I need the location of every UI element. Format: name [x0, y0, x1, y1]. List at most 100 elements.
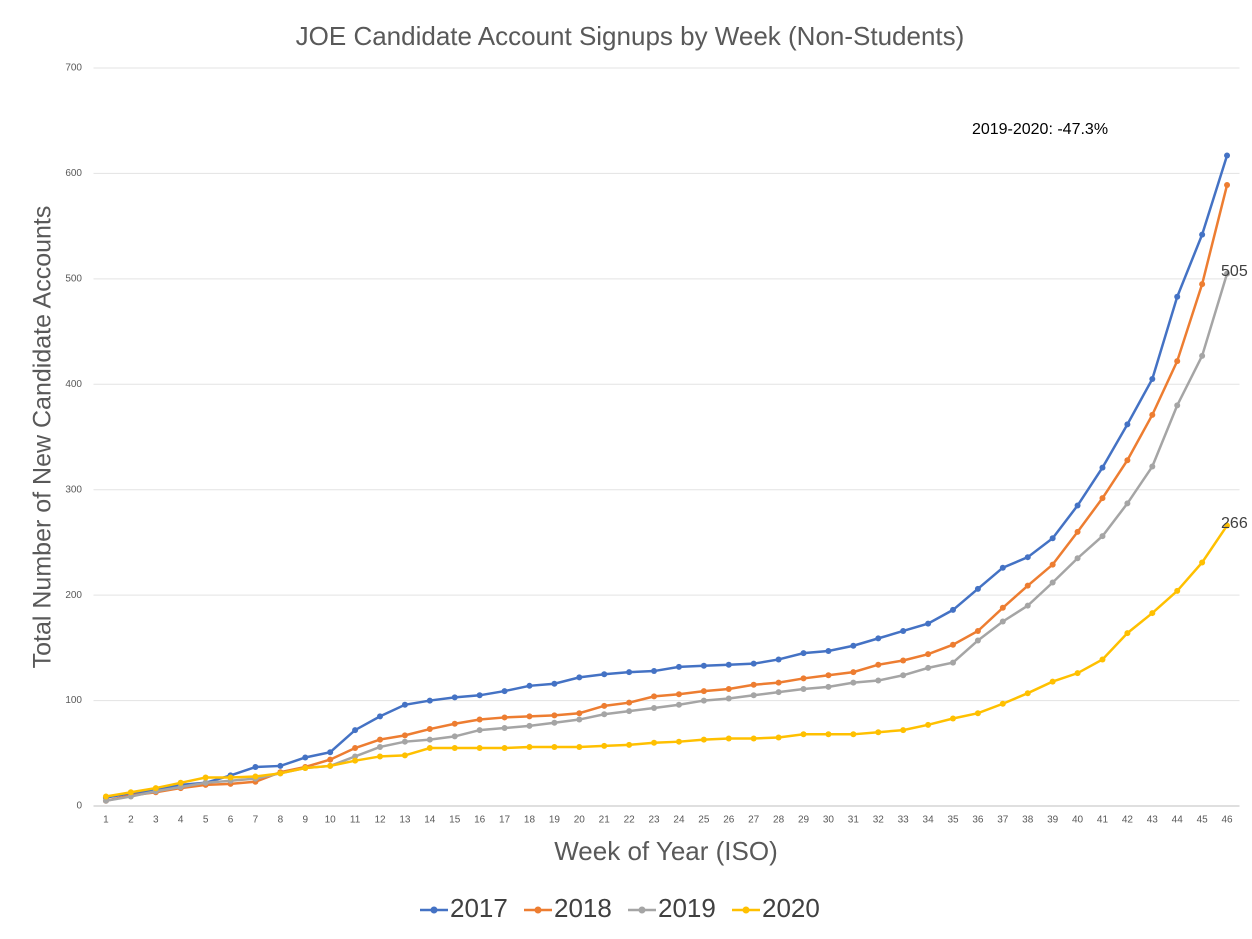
- data-point: [576, 716, 583, 723]
- data-point: [501, 714, 508, 721]
- data-point: [1224, 522, 1231, 529]
- data-point: [102, 797, 109, 804]
- data-point: [675, 663, 682, 670]
- x-tick-label: 22: [624, 815, 636, 826]
- x-tick-label: 45: [1197, 815, 1209, 826]
- x-tick-label: 25: [698, 815, 710, 826]
- legend-label: 2019: [658, 893, 716, 923]
- annotation: 2019-2020: -47.3%: [972, 121, 1108, 138]
- x-tick-label: 43: [1147, 815, 1159, 826]
- data-point: [675, 691, 682, 698]
- data-point: [700, 688, 707, 695]
- data-point: [974, 627, 981, 634]
- data-point: [875, 635, 882, 642]
- data-point: [651, 693, 658, 700]
- data-point: [202, 779, 209, 786]
- data-point: [1199, 281, 1206, 288]
- data-point: [426, 745, 433, 752]
- data-point: [1124, 421, 1131, 428]
- data-point: [725, 735, 732, 742]
- data-point: [1174, 587, 1181, 594]
- data-point: [651, 668, 658, 675]
- data-point: [601, 671, 608, 678]
- data-point: [1224, 182, 1231, 189]
- x-tick-label: 34: [923, 815, 935, 826]
- x-tick-label: 30: [823, 815, 835, 826]
- data-point: [850, 669, 857, 676]
- data-point: [252, 763, 259, 770]
- data-point: [576, 710, 583, 717]
- data-point: [626, 699, 633, 706]
- x-tick-label: 38: [1022, 815, 1034, 826]
- data-point: [1099, 464, 1106, 471]
- data-point: [302, 754, 309, 761]
- x-tick-label: 3: [153, 815, 159, 826]
- data-point: [551, 712, 558, 719]
- x-tick-label: 4: [178, 815, 184, 826]
- data-point: [1099, 533, 1106, 540]
- data-point: [352, 727, 359, 734]
- y-axis-label: Total Number of New Candidate Accounts: [29, 206, 57, 669]
- x-tick-label: 31: [848, 815, 860, 826]
- data-point: [925, 721, 932, 728]
- series-line: [105, 273, 1229, 802]
- x-tick-label: 21: [599, 815, 611, 826]
- data-point: [401, 752, 408, 759]
- x-tick-label: 46: [1221, 815, 1233, 826]
- data-point: [950, 606, 956, 613]
- x-tick-label: 44: [1172, 815, 1184, 826]
- data-point: [750, 692, 757, 699]
- data-point: [626, 741, 633, 748]
- x-tick-label: 41: [1097, 815, 1109, 826]
- data-point: [850, 642, 857, 649]
- data-point: [102, 793, 109, 800]
- x-tick-label: 16: [474, 815, 486, 826]
- data-point: [850, 679, 857, 686]
- x-tick-label: 35: [947, 815, 959, 826]
- data-point: [1199, 352, 1206, 359]
- data-point: [875, 661, 882, 668]
- data-point: [775, 656, 782, 663]
- data-point: [377, 713, 383, 720]
- data-point: [377, 753, 383, 760]
- data-point: [651, 739, 658, 746]
- data-point: [900, 672, 907, 679]
- series-line: [105, 184, 1229, 802]
- data-point: [327, 762, 334, 769]
- data-point: [526, 713, 533, 720]
- data-point: [476, 692, 483, 699]
- x-tick-label: 14: [424, 815, 436, 826]
- y-tick-label: 0: [76, 801, 82, 812]
- data-point: [950, 659, 956, 666]
- x-tick-label: 39: [1047, 815, 1059, 826]
- data-point: [775, 734, 782, 741]
- legend-marker: [742, 906, 750, 914]
- data-point: [1149, 610, 1156, 617]
- data-point: [725, 685, 732, 692]
- data-point: [501, 724, 508, 731]
- data-label: 266: [1221, 515, 1248, 532]
- data-point: [327, 756, 334, 763]
- data-point: [576, 674, 583, 681]
- data-point: [426, 736, 433, 743]
- data-point: [800, 650, 807, 657]
- data-point: [1049, 579, 1056, 586]
- data-point: [1124, 630, 1131, 637]
- data-point: [1099, 656, 1106, 663]
- data-point: [1224, 270, 1231, 277]
- x-tick-label: 26: [723, 815, 735, 826]
- data-point: [900, 657, 907, 664]
- x-tick-label: 8: [278, 815, 284, 826]
- data-point: [1149, 463, 1156, 470]
- y-tick-label: 300: [65, 484, 82, 495]
- data-point: [1074, 555, 1081, 562]
- data-point: [377, 736, 383, 743]
- x-tick-label: 29: [798, 815, 810, 826]
- x-tick-label: 24: [673, 815, 685, 826]
- data-point: [177, 784, 184, 791]
- x-tick-label: 20: [574, 815, 586, 826]
- data-point: [202, 774, 209, 781]
- data-point: [925, 664, 932, 671]
- data-point: [352, 745, 359, 752]
